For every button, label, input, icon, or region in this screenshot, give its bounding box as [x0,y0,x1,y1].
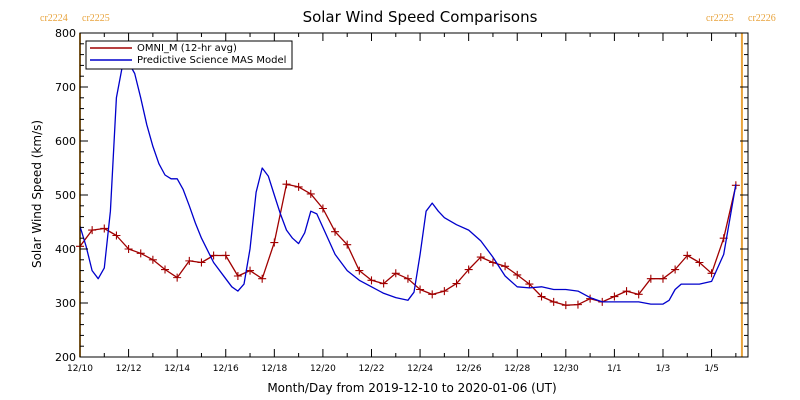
x-tick-label-9: 12/28 [504,364,530,374]
series-point-0-51 [695,258,704,267]
series-point-0-24 [367,276,376,285]
cr-label-right-1: cr2225 [706,13,734,24]
series-point-0-1 [88,226,97,235]
series-point-0-50 [683,251,692,260]
cr-label-left-2: cr2225 [82,13,110,24]
series-point-0-47 [646,274,655,283]
series-point-0-52 [707,269,716,278]
x-tick-label-12: 1/3 [656,364,670,374]
cr-label-left-1: cr2224 [40,13,68,24]
series-point-0-32 [464,265,473,274]
x-tick-label-2: 12/14 [164,364,190,374]
series-point-0-14 [246,266,255,275]
series-point-0-25 [379,279,388,288]
y-tick-label-1: 300 [55,297,76,310]
legend: OMNI_M (12-hr avg) Predictive Science MA… [85,40,293,70]
series-line-1 [79,62,737,305]
series-point-0-4 [124,245,133,253]
series-point-0-10 [197,258,206,267]
x-tick-label-11: 1/1 [607,364,621,374]
series-layer [76,62,740,310]
series-point-0-18 [294,182,303,191]
series-point-0-27 [403,274,412,283]
axes: 200 300 400 500 600 700 800 12/10 12/12 12/14 12/1… [55,27,749,374]
y-tick-label-6: 800 [55,27,76,40]
series-point-0-34 [488,258,497,267]
x-tick-label-7: 12/24 [407,364,433,374]
series-point-0-9 [185,256,194,265]
series-point-0-48 [658,274,667,283]
series-point-0-49 [671,265,680,274]
series-point-0-38 [537,292,546,301]
series-point-0-7 [161,265,170,274]
series-point-0-35 [501,262,510,271]
series-point-0-22 [343,240,352,249]
chart-title: Solar Wind Speed Comparisons [303,8,538,26]
x-tick-label-3: 12/16 [213,364,239,374]
y-tick-label-0: 200 [55,351,76,364]
x-tick-label-13: 1/5 [704,364,718,374]
series-point-0-23 [355,266,364,275]
series-point-0-37 [525,280,534,289]
x-tick-label-8: 12/26 [456,364,482,374]
y-tick-label-2: 400 [55,243,76,256]
series-point-0-39 [549,297,558,306]
x-tick-label-6: 12/22 [359,364,385,374]
series-point-0-16 [270,238,279,247]
series-point-0-30 [440,287,449,296]
series-point-0-11 [209,251,218,260]
series-point-0-15 [258,274,267,283]
y-tick-label-4: 600 [55,135,76,148]
x-axis-title: Month/Day from 2019-12-10 to 2020-01-06 … [267,381,556,395]
x-tick-label-4: 12/18 [261,364,287,374]
legend-label-mas: Predictive Science MAS Model [137,55,286,66]
series-point-0-26 [391,269,400,278]
series-point-0-20 [318,204,327,213]
y-tick-label-3: 500 [55,189,76,202]
series-point-0-40 [561,301,570,310]
series-point-0-8 [173,273,182,282]
series-point-0-31 [452,279,461,288]
series-point-0-46 [634,290,643,299]
series-point-0-19 [306,189,315,198]
x-tick-label-10: 12/30 [553,364,579,374]
series-point-0-44 [610,292,619,301]
x-tick-label-5: 12/20 [310,364,336,374]
x-tick-label-1: 12/12 [116,364,142,374]
series-point-0-33 [476,253,485,262]
series-point-0-36 [513,270,522,279]
series-point-0-3 [112,231,121,240]
series-point-0-29 [428,290,437,299]
series-point-0-21 [331,227,340,236]
y-tick-label-5: 700 [55,81,76,94]
y-axis-title: Solar Wind Speed (km/s) [30,120,44,268]
series-point-0-28 [416,285,425,294]
legend-box [85,40,293,70]
legend-label-omni: OMNI_M (12-hr avg) [137,43,237,54]
x-tick-label-0: 12/10 [67,364,93,374]
cr-label-right-2: cr2226 [748,13,776,24]
series-point-0-6 [148,255,157,264]
series-point-0-12 [221,251,230,260]
series-point-0-5 [136,249,145,258]
series-point-0-13 [233,272,242,280]
series-point-0-45 [622,287,631,296]
series-point-0-17 [282,180,291,189]
series-point-0-2 [100,224,109,233]
series-point-0-41 [573,300,582,309]
